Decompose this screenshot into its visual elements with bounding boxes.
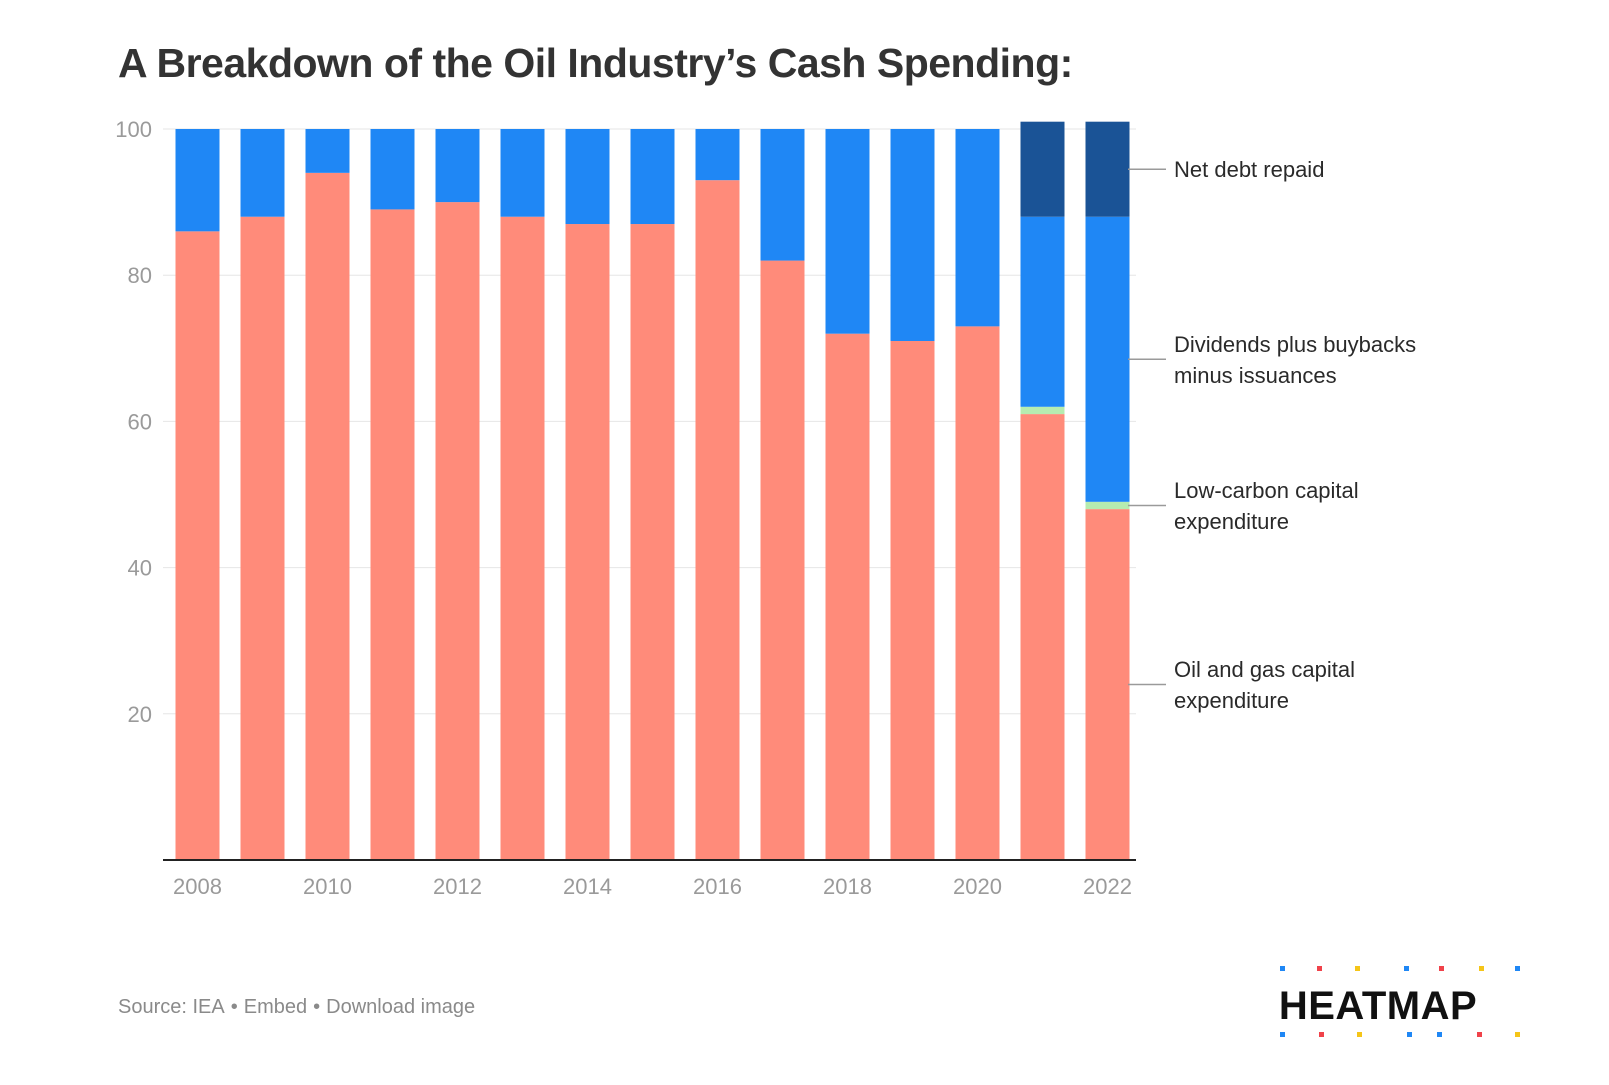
x-tick-label: 2008 <box>173 874 222 899</box>
legend: Oil and gas capital expenditure Low-carbon… <box>1128 157 1416 713</box>
footer-separator: • <box>313 996 321 1018</box>
x-tick-label: 2022 <box>1083 874 1132 899</box>
bar-dividends-plus-buybacks-minus-issuances-2016 <box>695 129 740 181</box>
logo-dot <box>1439 966 1444 971</box>
bar-dividends-plus-buybacks-minus-issuances-2011 <box>370 129 415 210</box>
bar-dividends-plus-buybacks-minus-issuances-2008 <box>175 129 220 232</box>
bar-dividends-plus-buybacks-minus-issuances-2022 <box>1085 216 1130 502</box>
heatmap-logo[interactable]: HEATMAP <box>1262 966 1520 1042</box>
logo-dot <box>1477 1032 1482 1037</box>
bar-oil-and-gas-capital-expenditure-2009 <box>240 216 285 861</box>
bar-oil-and-gas-capital-expenditure-2017 <box>760 260 805 861</box>
logo-dot <box>1280 966 1285 971</box>
embed-link[interactable]: Embed <box>243 996 308 1018</box>
y-tick-label: 40 <box>128 556 152 581</box>
logo-dot <box>1319 1032 1324 1037</box>
source-credit: Source: IEA <box>118 996 225 1018</box>
x-tick-label: 2010 <box>303 874 352 899</box>
legend-label-low-carbon-capital-expenditure: Low-carbon capital <box>1174 478 1359 503</box>
footer-separator: • <box>230 996 238 1018</box>
bar-dividends-plus-buybacks-minus-issuances-2012 <box>435 129 480 203</box>
bar-oil-and-gas-capital-expenditure-2020 <box>955 326 1000 860</box>
legend-label-dividends-plus-buybacks-minus-issuances: minus issuances <box>1174 363 1337 388</box>
bar-low-carbon-capital-expenditure-2022 <box>1085 501 1130 510</box>
y-tick-label: 100 <box>115 117 152 142</box>
bar-dividends-plus-buybacks-minus-issuances-2020 <box>955 129 1000 327</box>
legend-label-dividends-plus-buybacks-minus-issuances: Dividends plus buybacks <box>1174 332 1416 357</box>
download-image-link[interactable]: Download image <box>326 996 476 1018</box>
legend-label-oil-and-gas-capital-expenditure: Oil and gas capital <box>1174 657 1355 682</box>
chart-title: A Breakdown of the Oil Industry’s Cash S… <box>118 40 1073 86</box>
bar-oil-and-gas-capital-expenditure-2013 <box>500 216 545 861</box>
stacked-bar-chart: 20 40 60 80 100 2008 2010 2012 2014 2016 2018 2020… <box>115 117 1416 899</box>
bar-dividends-plus-buybacks-minus-issuances-2015 <box>630 129 675 225</box>
legend-label-net-debt-repaid: Net debt repaid <box>1174 157 1324 182</box>
bar-oil-and-gas-capital-expenditure-2011 <box>370 209 415 860</box>
logo-dot <box>1355 966 1360 971</box>
bars <box>175 121 1130 861</box>
logo-dot <box>1404 966 1409 971</box>
y-tick-label: 80 <box>128 263 152 288</box>
logo-dot <box>1317 966 1322 971</box>
bar-dividends-plus-buybacks-minus-issuances-2014 <box>565 129 610 225</box>
bar-oil-and-gas-capital-expenditure-2016 <box>695 180 740 861</box>
x-axis-ticks: 2008 2010 2012 2014 2016 2018 2020 2022 <box>173 874 1132 899</box>
bar-oil-and-gas-capital-expenditure-2010 <box>305 172 350 861</box>
bar-net-debt-repaid-2022 <box>1085 121 1130 217</box>
logo-dot <box>1357 1032 1362 1037</box>
bar-oil-and-gas-capital-expenditure-2019 <box>890 340 935 860</box>
x-tick-label: 2014 <box>563 874 612 899</box>
bar-dividends-plus-buybacks-minus-issuances-2017 <box>760 129 805 261</box>
logo-dot <box>1407 1032 1412 1037</box>
y-tick-label: 60 <box>128 409 152 434</box>
bar-oil-and-gas-capital-expenditure-2014 <box>565 224 610 860</box>
chart-footer: Source: IEA • Embed • Download image <box>118 996 475 1019</box>
bar-oil-and-gas-capital-expenditure-2022 <box>1085 509 1130 860</box>
x-tick-label: 2016 <box>693 874 742 899</box>
y-axis-ticks: 20 40 60 80 100 <box>115 117 152 727</box>
bar-net-debt-repaid-2021 <box>1020 121 1065 217</box>
logo-dot <box>1437 1032 1442 1037</box>
logo-wordmark: HEATMAP <box>1278 984 1478 1028</box>
logo-dot <box>1479 966 1484 971</box>
y-tick-label: 20 <box>128 702 152 727</box>
legend-label-oil-and-gas-capital-expenditure: expenditure <box>1174 688 1289 713</box>
bar-dividends-plus-buybacks-minus-issuances-2021 <box>1020 216 1065 407</box>
bar-oil-and-gas-capital-expenditure-2012 <box>435 202 480 861</box>
bar-dividends-plus-buybacks-minus-issuances-2009 <box>240 129 285 217</box>
bar-low-carbon-capital-expenditure-2021 <box>1020 406 1065 415</box>
x-tick-label: 2012 <box>433 874 482 899</box>
bar-dividends-plus-buybacks-minus-issuances-2019 <box>890 129 935 341</box>
x-tick-label: 2020 <box>953 874 1002 899</box>
bar-dividends-plus-buybacks-minus-issuances-2018 <box>825 129 870 334</box>
bar-oil-and-gas-capital-expenditure-2021 <box>1020 414 1065 860</box>
bar-dividends-plus-buybacks-minus-issuances-2010 <box>305 129 350 173</box>
logo-dot <box>1515 1032 1520 1037</box>
bar-oil-and-gas-capital-expenditure-2018 <box>825 333 870 860</box>
logo-dot <box>1280 1032 1285 1037</box>
bar-oil-and-gas-capital-expenditure-2015 <box>630 224 675 860</box>
logo-dot <box>1515 966 1520 971</box>
legend-label-low-carbon-capital-expenditure: expenditure <box>1174 509 1289 534</box>
bar-oil-and-gas-capital-expenditure-2008 <box>175 231 220 861</box>
bar-dividends-plus-buybacks-minus-issuances-2013 <box>500 129 545 217</box>
x-tick-label: 2018 <box>823 874 872 899</box>
